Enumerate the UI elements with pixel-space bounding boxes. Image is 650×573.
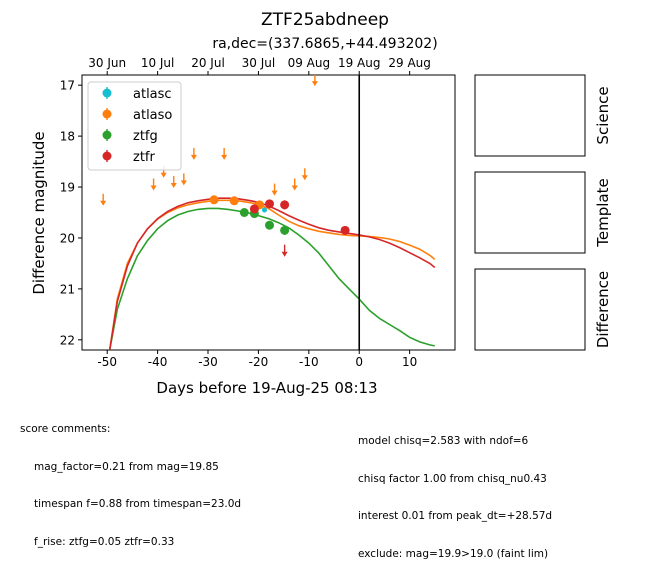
upper-limit-arrowhead-atlaso — [190, 154, 197, 160]
x-tick-label: -50 — [97, 355, 117, 369]
plot-content — [100, 75, 436, 350]
upper-limit-arrowhead-atlaso — [271, 190, 278, 196]
upper-limit-arrowhead-ztfr — [281, 251, 288, 257]
upper-limit-arrowhead-atlaso — [221, 154, 228, 160]
y-tick-label: 19 — [60, 181, 75, 195]
upper-limit-arrowhead-atlaso — [301, 175, 308, 181]
light-curve-figure: ZTF25abdneep ra,dec=(337.6865,+44.493202… — [30, 10, 612, 397]
y-tick-label: 21 — [60, 282, 75, 296]
legend-label-ztfg: ztfg — [133, 129, 158, 144]
upper-limit-arrowhead-atlaso — [311, 81, 318, 87]
panel-label-science: Science — [594, 86, 612, 144]
chart-subtitle: ra,dec=(337.6865,+44.493202) — [212, 36, 437, 52]
model-comment-line: chisq factor 1.00 from chisq_nu0.43 — [358, 472, 547, 485]
cutout-panels: Science Template Difference — [474, 74, 612, 351]
upper-limit-arrowhead-atlaso — [180, 180, 187, 186]
score-comments-heading: score comments: — [20, 423, 111, 435]
upper-limit-arrowhead-atlaso — [150, 185, 157, 191]
top-tick-label: 30 Jun — [88, 56, 126, 70]
legend-box — [87, 81, 182, 171]
model-comment-line: exclude: mag=19.9>19.0 (faint lim) — [358, 547, 549, 560]
data-point-atlaso — [209, 195, 219, 205]
y-tick-label: 20 — [60, 231, 75, 245]
model-comments: model chisq=2.583 with ndof=6 chisq fact… — [358, 410, 552, 573]
cutout-panel-difference — [474, 268, 586, 351]
model-comment-line: interest 0.01 from peak_dt=+28.57d — [358, 510, 553, 522]
upper-limit-arrowhead-atlaso — [160, 172, 167, 178]
score-comment-line: f_rise: ztfg=0.05 ztfr=0.33 — [34, 535, 175, 548]
data-point-ztfr — [249, 204, 259, 214]
score-comment-line: mag_factor=0.21 from mag=19.85 — [34, 460, 219, 473]
legend-marker-ztfg — [102, 130, 112, 140]
model-curve-ztfg — [108, 207, 435, 350]
score-comments: score comments: mag_factor=0.21 from mag… — [20, 398, 241, 561]
data-point-ztfr — [265, 199, 275, 209]
x-tick-label: -10 — [299, 355, 319, 369]
data-point-ztfg — [265, 220, 275, 230]
top-tick-label: 30 Jul — [242, 56, 276, 70]
model-comment-line: model chisq=2.583 with ndof=6 — [358, 435, 529, 447]
legend-marker-atlaso — [102, 109, 112, 119]
y-tick-label: 17 — [60, 79, 75, 93]
legend-marker-atlasc — [102, 88, 112, 98]
top-tick-label: 19 Aug — [338, 56, 381, 70]
upper-limit-arrowhead-atlaso — [170, 182, 177, 188]
x-tick-label: -20 — [249, 355, 269, 369]
data-point-ztfg — [280, 225, 290, 235]
x-tick-label: -40 — [148, 355, 168, 369]
upper-limit-arrowhead-atlaso — [100, 200, 107, 206]
data-point-ztfg — [239, 208, 249, 217]
data-point-atlaso — [229, 196, 239, 206]
top-tick-label: 10 Jul — [141, 56, 175, 70]
y-axis-label: Difference magnitude — [30, 131, 48, 294]
x-tick-label: 10 — [402, 355, 417, 369]
y-tick-label: 18 — [60, 130, 75, 144]
cutout-panel-science — [474, 74, 586, 157]
plot-frame — [81, 74, 456, 351]
x-tick-label: 0 — [355, 355, 363, 369]
chart-title: ZTF25abdneep — [261, 10, 389, 30]
data-point-atlasc — [261, 207, 267, 213]
legend-label-ztfr: ztfr — [133, 150, 155, 165]
data-point-ztfr — [280, 200, 290, 210]
plot-area: -50 -40 -30 -20 -10 0 10 17 18 19 20 21 22 30 Jun 10 J… — [60, 56, 456, 369]
top-tick-label: 29 Aug — [388, 56, 431, 70]
panel-label-template: Template — [594, 178, 612, 247]
upper-limit-arrowhead-atlaso — [291, 185, 298, 191]
y-tick-label: 22 — [60, 333, 75, 347]
x-tick-label: -30 — [198, 355, 218, 369]
data-point-ztfr — [340, 225, 350, 235]
top-tick-label: 09 Aug — [288, 56, 331, 70]
legend-marker-ztfr — [102, 151, 112, 161]
cutout-panel-template — [474, 171, 586, 254]
legend: atlasc atlaso ztfg ztfr — [87, 81, 182, 171]
model-curve-ztfr — [108, 197, 436, 350]
top-tick-label: 20 Jul — [191, 56, 225, 70]
legend-label-atlaso: atlaso — [133, 108, 172, 123]
x-axis-label: Days before 19-Aug-25 08:13 — [156, 379, 377, 397]
panel-label-difference: Difference — [594, 271, 612, 348]
legend-label-atlasc: atlasc — [133, 87, 172, 102]
